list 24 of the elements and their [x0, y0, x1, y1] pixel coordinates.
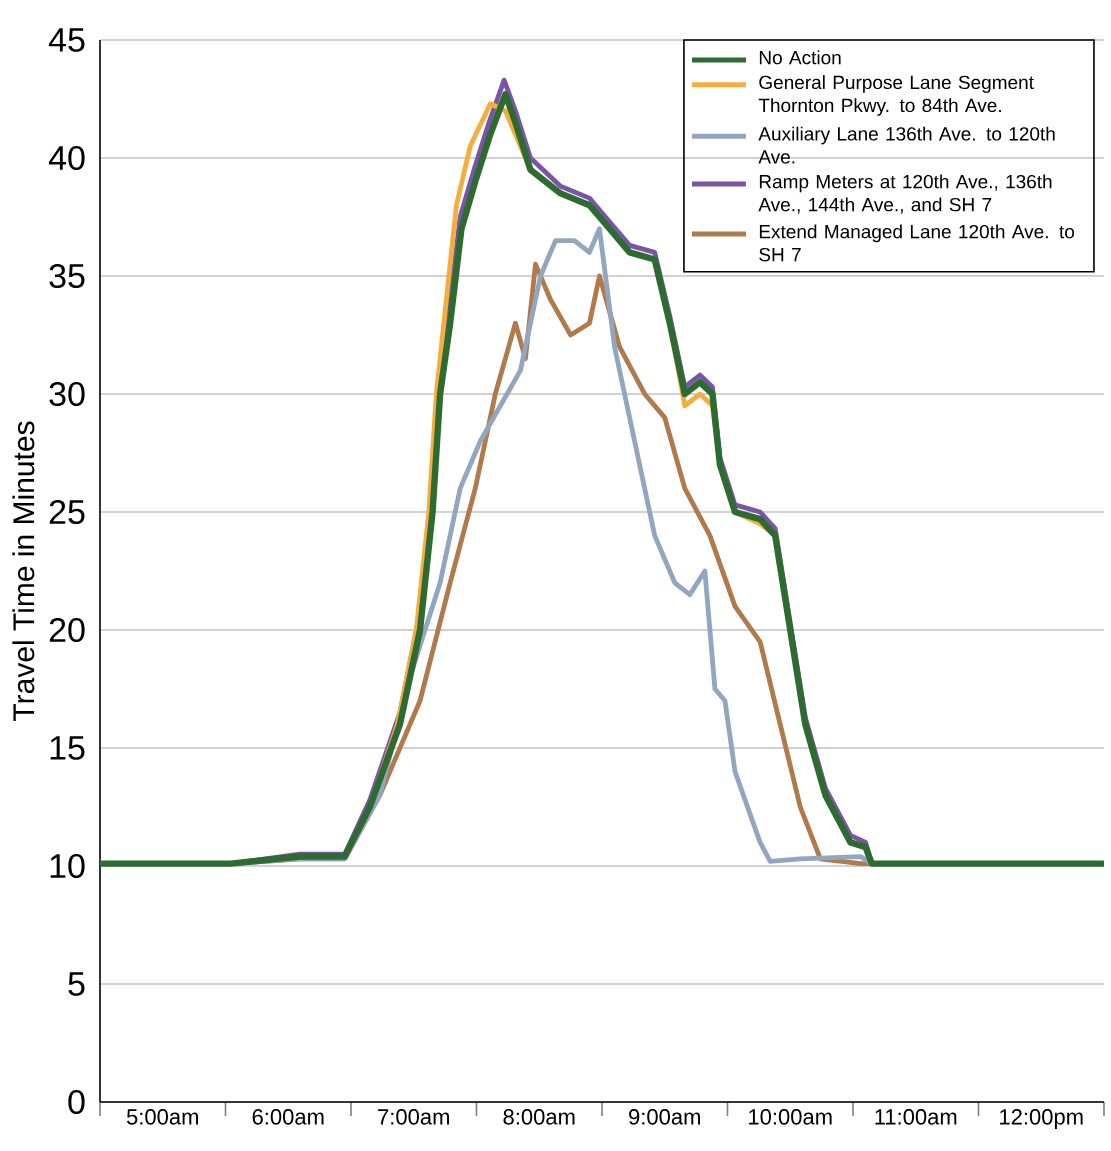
y-tick-label: 40	[49, 145, 85, 171]
y-tick-label: 20	[50, 617, 85, 643]
x-tick-label: 6:00am	[252, 1109, 324, 1125]
legend-label: Auxiliary Lane 136th Ave. to 120th Ave.	[758, 126, 1055, 164]
y-tick-label: 25	[50, 499, 85, 525]
legend-label: No Action	[760, 50, 841, 65]
y-tick-label: 10	[50, 853, 85, 879]
y-tick-label: 5	[68, 972, 85, 996]
x-tick-label: 8:00am	[503, 1109, 575, 1125]
y-tick-label: 0	[68, 1089, 85, 1115]
x-tick-label: 5:00am	[127, 1109, 199, 1125]
x-tick-label: 11:00am	[875, 1109, 957, 1125]
legend-label: General Purpose Lane Segment Thornton Pkwy. to 84th Ave.	[758, 75, 1034, 116]
legend-label: Ramp Meters at 120th Ave., 136th Ave., 144th Ave., and SH 7	[758, 174, 1052, 214]
y-tick-label: 15	[50, 736, 85, 760]
x-tick-label: 7:00am	[378, 1109, 450, 1125]
y-tick-label: 30	[49, 381, 85, 407]
y-axis-title: Travel Time in Minutes	[12, 421, 35, 721]
legend-label: Extend Managed Lane 120th Ave. to SH 7	[759, 224, 1075, 262]
y-tick-label: 35	[49, 263, 85, 289]
x-tick-label: 10:00am	[749, 1109, 832, 1125]
x-tick-label: 12:00pm	[1000, 1109, 1083, 1129]
x-tick-label: 9:00am	[629, 1109, 701, 1125]
y-tick-label: 45	[49, 28, 85, 52]
